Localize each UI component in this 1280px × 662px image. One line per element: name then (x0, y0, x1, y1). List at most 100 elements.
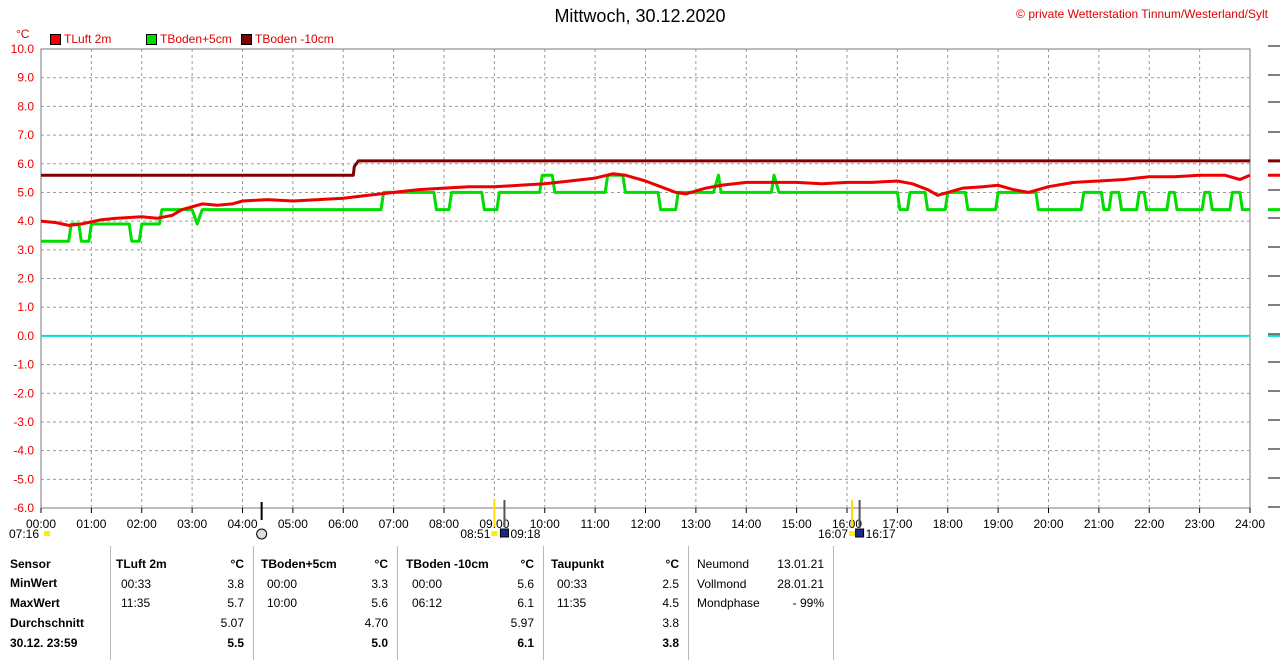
legend-label-tboden10: TBoden -10cm (255, 32, 334, 46)
legend-item-tluft: TLuft 2m (50, 32, 111, 46)
y-tick-label: -5.0 (13, 472, 34, 486)
min-time: 00:33 (121, 577, 152, 591)
moon-phase-icon (499, 528, 509, 538)
min-time: 00:00 (267, 577, 298, 591)
column-header: TLuft 2m (116, 557, 167, 571)
legend-swatch-tluft (50, 33, 61, 45)
column-header: Taupunkt (551, 557, 605, 571)
series-line-tluft (40, 172, 1251, 227)
y-tick-label: 5.0 (17, 185, 34, 199)
temperature-chart: 10.0 9.0 8.0 7.0 6.0 5.0 4.0 3.0 2.0 1.0 0.0 -1.0 -2… (9, 42, 1280, 541)
column-tluft: TLuft 2m °C 00:33 3.8 11:35 5.7 5.07 5.5 (110, 546, 254, 660)
y-tick-label: -4.0 (13, 444, 34, 458)
moon-phase-icon (855, 528, 865, 538)
x-tick-label: 13:00 (681, 517, 711, 531)
x-tick-label: 02:00 (127, 517, 157, 531)
copyright-text: © private Wetterstation Tinnum/Westerlan… (1016, 7, 1268, 21)
x-tick-label: 11:00 (581, 517, 610, 531)
avg-value: 5.07 (220, 616, 244, 630)
moon-value-vollmond: 28.01.21 (777, 577, 824, 591)
y-tick-label: 0.0 (17, 329, 34, 343)
y-tick-label: 10.0 (11, 42, 35, 56)
column-unit: °C (230, 557, 244, 571)
column-unit: °C (374, 557, 388, 571)
column-unit: °C (665, 557, 679, 571)
y-tick-label: 2.0 (17, 272, 34, 286)
max-value: 6.1 (517, 596, 534, 610)
x-tick-label: 24:00 (1235, 517, 1265, 531)
marker-moonrise-1617-label: 16:17 (866, 527, 896, 541)
moon-value-phase: - 99% (792, 596, 824, 610)
y-tick-label: -3.0 (13, 415, 34, 429)
min-time: 00:33 (557, 577, 588, 591)
x-tick-label: 08:00 (429, 517, 459, 531)
current-value: 3.8 (662, 636, 679, 650)
legend-label-tboden5: TBoden+5cm (160, 32, 232, 46)
column-header: TBoden+5cm (261, 557, 337, 571)
max-value: 5.6 (371, 596, 388, 610)
series-line-tboden10 (41, 159, 1250, 177)
min-time: 00:00 (412, 577, 443, 591)
y-tick-label: -2.0 (13, 386, 34, 400)
x-tick-label: 01:00 (76, 517, 106, 531)
legend-item-tboden5: TBoden+5cm (146, 32, 232, 46)
sun-icon (44, 531, 50, 536)
avg-value: 4.70 (364, 616, 388, 630)
min-value: 5.6 (517, 577, 534, 591)
x-tick-label: 16:00 (832, 517, 862, 531)
column-tboden10: TBoden -10cm °C 00:00 5.6 06:12 6.1 5.97… (397, 546, 544, 660)
x-tick-label: 17:00 (882, 517, 912, 531)
y-tick-label: -6.0 (13, 501, 34, 515)
current-value: 5.5 (227, 636, 244, 650)
max-time: 11:35 (121, 596, 151, 610)
max-time: 11:35 (557, 596, 587, 610)
avg-value: 5.97 (510, 616, 534, 630)
x-tick-label: 07:00 (379, 517, 409, 531)
sensor-column: Sensor MinWert MaxWert Durchschnitt 30.1… (0, 546, 111, 660)
max-value: 4.5 (662, 596, 679, 610)
y-tick-label: 3.0 (17, 243, 34, 257)
column-header: TBoden -10cm (406, 557, 489, 571)
moon-icon (256, 528, 268, 540)
statistics-table: Sensor MinWert MaxWert Durchschnitt 30.1… (0, 546, 834, 660)
x-tick-label: 15:00 (782, 517, 812, 531)
legend-label-tluft: TLuft 2m (64, 32, 112, 46)
column-unit: °C (520, 557, 534, 571)
x-tick-label: 22:00 (1134, 517, 1164, 531)
x-tick-label: 10:00 (530, 517, 560, 531)
marker-moonset-0918-label: 09:18 (510, 527, 540, 541)
x-tick-label: 05:00 (278, 517, 308, 531)
row-label-min: MinWert (10, 576, 58, 590)
x-tick-label: 06:00 (328, 517, 358, 531)
legend-swatch-tboden5 (146, 33, 157, 45)
x-tick-label: 12:00 (630, 517, 660, 531)
max-time: 10:00 (267, 596, 298, 610)
moon-value-neumond: 13.01.21 (777, 557, 824, 571)
avg-value: 3.8 (662, 616, 679, 630)
moon-column: Neumond 13.01.21 Vollmond 28.01.21 Mondp… (688, 546, 834, 660)
legend-item-tboden10: TBoden -10cm (241, 32, 334, 46)
y-tick-label: 7.0 (17, 128, 34, 142)
x-tick-label: 23:00 (1185, 517, 1215, 531)
y-tick-label: -1.0 (13, 358, 34, 372)
x-tick-label: 03:00 (177, 517, 207, 531)
max-value: 5.7 (227, 596, 244, 610)
x-tick-label: 21:00 (1084, 517, 1114, 531)
x-tick-label: 04:00 (227, 517, 257, 531)
marker-sunrise-0716-label: 07:16 (9, 527, 39, 541)
row-label-current: 30.12. 23:59 (10, 636, 78, 650)
max-time: 06:12 (412, 596, 443, 610)
legend-swatch-tboden10 (241, 33, 252, 45)
y-axis-unit: °C (16, 27, 30, 41)
moon-label-neumond: Neumond (697, 557, 750, 571)
y-tick-label: 9.0 (17, 71, 34, 85)
sun-icon (849, 531, 856, 536)
x-tick-label: 00:00 (26, 517, 56, 531)
column-tboden5: TBoden+5cm °C 00:00 3.3 10:00 5.6 4.70 5… (253, 546, 398, 660)
x-tick-label: 14:00 (731, 517, 761, 531)
x-tick-label: 20:00 (1033, 517, 1063, 531)
y-tick-label: 6.0 (17, 157, 34, 171)
min-value: 3.8 (227, 577, 244, 591)
marker-sunset-0851-label: 08:51 (460, 527, 490, 541)
min-value: 2.5 (662, 577, 679, 591)
